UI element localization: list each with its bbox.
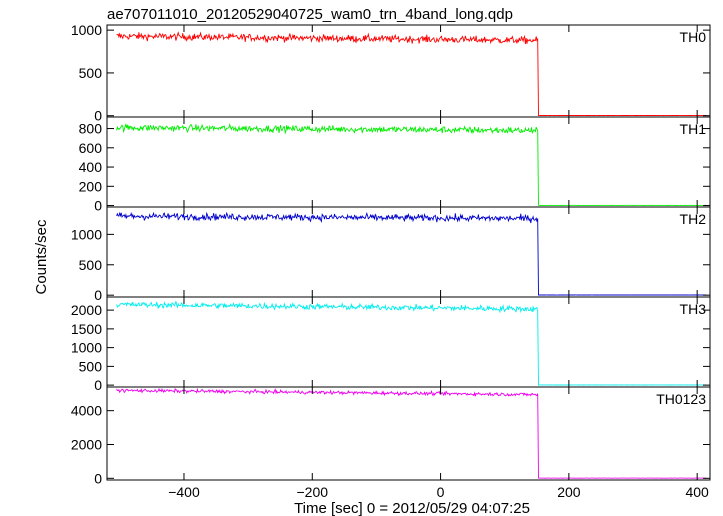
y-tick-label: 0: [94, 108, 102, 124]
y-tick-label: 200: [79, 178, 103, 194]
panel-frame: [106, 386, 711, 481]
chart-title: ae707011010_20120529040725_wam0_trn_4ban…: [107, 6, 513, 23]
y-tick-label: 0: [94, 287, 102, 303]
y-tick-label: 0: [94, 470, 102, 486]
y-tick-label: 1000: [71, 340, 102, 356]
y-tick-label: 0: [94, 198, 102, 214]
y-tick-label: 2000: [71, 302, 102, 318]
series-label-th2: TH2: [680, 211, 707, 227]
y-tick-label: 500: [79, 65, 103, 81]
y-tick-label: 800: [79, 121, 103, 137]
panel-frame: [106, 296, 711, 388]
y-tick-label: 500: [79, 358, 103, 374]
y-tick-label: 1000: [71, 22, 102, 38]
y-tick-label: 0: [94, 377, 102, 393]
panel-th2: 0 500 1000 TH2: [71, 206, 711, 303]
series-line-th0: [116, 31, 707, 117]
x-tick-label: 200: [557, 484, 581, 500]
panel-th0: 0 500 1000 TH0: [71, 22, 711, 124]
y-tick-label: 1500: [71, 321, 102, 337]
series-label-th1: TH1: [680, 121, 707, 137]
series-line-th3: [116, 301, 707, 386]
y-tick-label: 4000: [71, 403, 102, 419]
x-tick-label: −400: [168, 484, 200, 500]
series-label-th3: TH3: [680, 301, 707, 317]
y-tick-label: 400: [79, 159, 103, 175]
y-axis-title: Counts/sec: [33, 219, 50, 295]
y-tick-label: 500: [79, 257, 103, 273]
panel-frame: [106, 206, 711, 298]
series-label-th0123: TH0123: [656, 391, 706, 407]
x-tick-label: 0: [437, 484, 445, 500]
y-tick-label: 2000: [71, 436, 102, 452]
series-line-th1: [116, 122, 707, 206]
x-tick-label: 400: [685, 484, 709, 500]
series-line-th0123: [116, 387, 707, 479]
x-axis-title: Time [sec] 0 = 2012/05/29 04:07:25: [294, 500, 530, 516]
series-label-th0: TH0: [680, 29, 707, 45]
y-tick-label: 600: [79, 140, 103, 156]
panel-th3: 0 500 1000 1500 2000 TH3: [71, 296, 711, 393]
panel-th0123: 0 2000 4000 TH0123: [71, 386, 711, 486]
y-tick-label: 1000: [71, 226, 102, 242]
panels-group: 0 500 1000 TH0 0 200 400 600 800 TH1 0 500 1000 TH2 0 5…: [71, 22, 711, 500]
panel-th1: 0 200 400 600 800 TH1: [79, 116, 711, 214]
series-line-th2: [116, 211, 707, 296]
x-tick-label: −200: [297, 484, 329, 500]
